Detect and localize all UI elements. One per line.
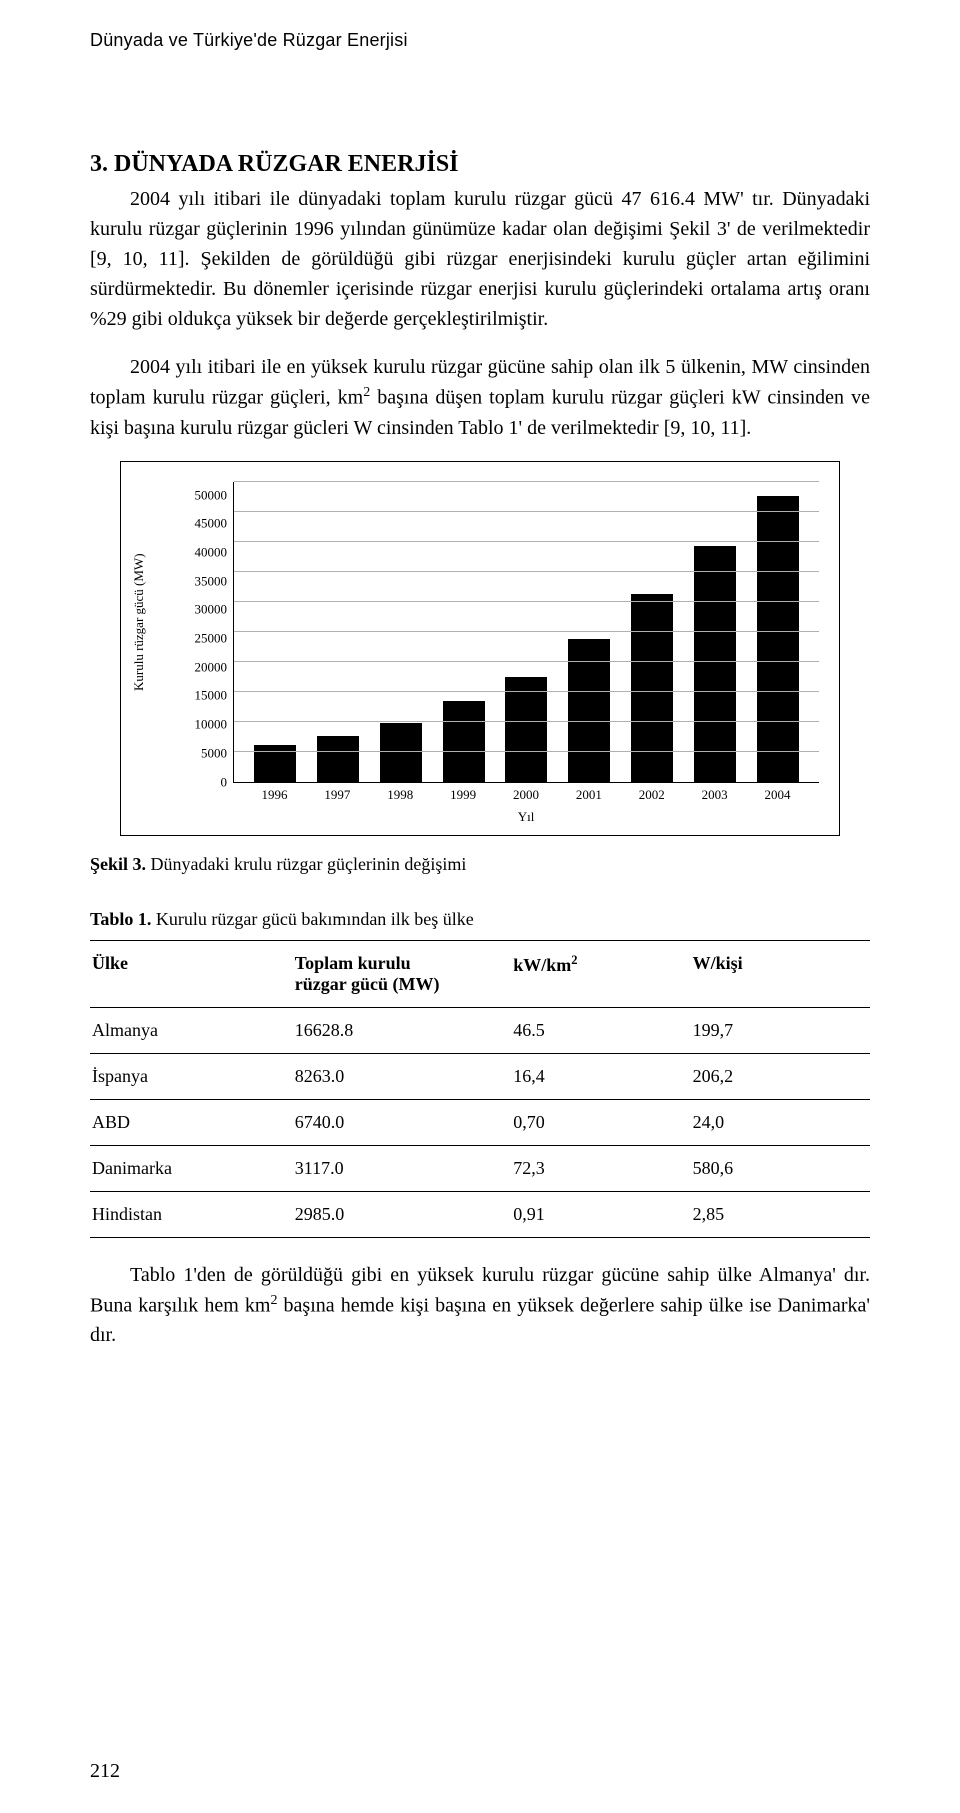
table-cell: 6740.0 bbox=[293, 1099, 511, 1145]
table-row: İspanya8263.016,4206,2 bbox=[90, 1053, 870, 1099]
bar bbox=[443, 701, 485, 781]
table-cell: 199,7 bbox=[691, 1007, 870, 1053]
chart-container: Kurulu rüzgar gücü (MW) 0 5000 10000 15000 2… bbox=[120, 461, 840, 836]
y-tick: 30000 bbox=[181, 603, 227, 616]
table-cell: 24,0 bbox=[691, 1099, 870, 1145]
x-tick: 2001 bbox=[568, 787, 610, 803]
table-cell: 2985.0 bbox=[293, 1191, 511, 1237]
grid-line bbox=[234, 571, 819, 572]
bar bbox=[380, 723, 422, 782]
x-ticks: 1996 1997 1998 1999 2000 2001 2002 2003 2004 bbox=[233, 783, 819, 803]
x-tick: 2004 bbox=[756, 787, 798, 803]
table-cell: 206,2 bbox=[691, 1053, 870, 1099]
section-title: 3. DÜNYADA RÜZGAR ENERJİSİ bbox=[90, 151, 870, 178]
y-tick: 20000 bbox=[181, 660, 227, 673]
y-tick: 35000 bbox=[181, 574, 227, 587]
x-tick: 2000 bbox=[505, 787, 547, 803]
grid-line bbox=[234, 661, 819, 662]
y-tick: 0 bbox=[181, 775, 227, 788]
bars bbox=[234, 482, 819, 782]
y-tick: 10000 bbox=[181, 718, 227, 731]
table-cell: 0,91 bbox=[511, 1191, 690, 1237]
y-tick: 45000 bbox=[181, 517, 227, 530]
table-cell: 8263.0 bbox=[293, 1053, 511, 1099]
table-row: Almanya16628.846.5199,7 bbox=[90, 1007, 870, 1053]
table-cell: 16628.8 bbox=[293, 1007, 511, 1053]
grid-line bbox=[234, 751, 819, 752]
table-row: Hindistan2985.00,912,85 bbox=[90, 1191, 870, 1237]
col-ulke: Ülke bbox=[90, 940, 293, 1007]
table-cell: 580,6 bbox=[691, 1145, 870, 1191]
x-tick: 1999 bbox=[442, 787, 484, 803]
paragraph-3: Tablo 1'den de görüldüğü gibi en yüksek … bbox=[90, 1260, 870, 1351]
table-cell: 46.5 bbox=[511, 1007, 690, 1053]
table-cell: 2,85 bbox=[691, 1191, 870, 1237]
x-tick: 2002 bbox=[631, 787, 673, 803]
y-axis-label: Kurulu rüzgar gücü (MW) bbox=[131, 522, 147, 722]
col-wkisi: W/kişi bbox=[691, 940, 870, 1007]
paragraph-1: 2004 yılı itibari ile dünyadaki toplam k… bbox=[90, 184, 870, 334]
bar bbox=[757, 496, 799, 782]
grid-line bbox=[234, 541, 819, 542]
table-caption-label: Tablo 1. bbox=[90, 909, 151, 929]
x-tick: 2003 bbox=[694, 787, 736, 803]
col-kwkm2-sup: 2 bbox=[571, 953, 577, 967]
table-cell: 3117.0 bbox=[293, 1145, 511, 1191]
col-toplam-l1: Toplam kurulu bbox=[295, 953, 411, 973]
table-cell: ABD bbox=[90, 1099, 293, 1145]
y-tick: 50000 bbox=[181, 488, 227, 501]
table-row: Danimarka3117.072,3580,6 bbox=[90, 1145, 870, 1191]
col-toplam: Toplam kurulu rüzgar gücü (MW) bbox=[293, 940, 511, 1007]
col-kwkm2-pre: kW/km bbox=[513, 955, 571, 975]
x-axis-label: Yıl bbox=[233, 809, 819, 825]
grid-line bbox=[234, 481, 819, 482]
col-kwkm2: kW/km2 bbox=[511, 940, 690, 1007]
para-1a: 2004 yılı itibari ile dünyadaki toplam k… bbox=[90, 188, 870, 330]
y-ticks: 0500010000150002000025000300003500040000… bbox=[181, 482, 233, 782]
grid-line bbox=[234, 601, 819, 602]
bar bbox=[317, 736, 359, 782]
y-tick: 25000 bbox=[181, 632, 227, 645]
table-cell: 16,4 bbox=[511, 1053, 690, 1099]
bar bbox=[694, 546, 736, 782]
data-table: Ülke Toplam kurulu rüzgar gücü (MW) kW/k… bbox=[90, 940, 870, 1238]
grid-line bbox=[234, 721, 819, 722]
x-tick: 1996 bbox=[253, 787, 295, 803]
page-number: 212 bbox=[90, 1760, 120, 1783]
y-tick: 15000 bbox=[181, 689, 227, 702]
table-row: ABD6740.00,7024,0 bbox=[90, 1099, 870, 1145]
table-caption-text: Kurulu rüzgar gücü bakımından ilk beş ül… bbox=[151, 909, 473, 929]
figure-caption-label: Şekil 3. bbox=[90, 854, 146, 874]
x-tick: 1998 bbox=[379, 787, 421, 803]
x-tick: 1997 bbox=[316, 787, 358, 803]
table-header-row: Ülke Toplam kurulu rüzgar gücü (MW) kW/k… bbox=[90, 940, 870, 1007]
bar bbox=[505, 677, 547, 781]
table-cell: Danimarka bbox=[90, 1145, 293, 1191]
table-cell: İspanya bbox=[90, 1053, 293, 1099]
plot-area bbox=[233, 482, 819, 783]
paragraph-2: 2004 yılı itibari ile en yüksek kurulu r… bbox=[90, 352, 870, 443]
grid-line bbox=[234, 631, 819, 632]
figure-caption: Şekil 3. Dünyadaki krulu rüzgar güçlerin… bbox=[90, 854, 870, 875]
figure-caption-text: Dünyadaki krulu rüzgar güçlerinin değişi… bbox=[146, 854, 466, 874]
running-header: Dünyada ve Türkiye'de Rüzgar Enerjisi bbox=[90, 30, 870, 51]
table-caption: Tablo 1. Kurulu rüzgar gücü bakımından i… bbox=[90, 909, 870, 930]
grid-line bbox=[234, 511, 819, 512]
y-tick: 5000 bbox=[181, 746, 227, 759]
bar bbox=[631, 594, 673, 781]
y-tick: 40000 bbox=[181, 546, 227, 559]
table-cell: Almanya bbox=[90, 1007, 293, 1053]
grid-line bbox=[234, 691, 819, 692]
table-cell: 72,3 bbox=[511, 1145, 690, 1191]
table-cell: 0,70 bbox=[511, 1099, 690, 1145]
col-toplam-l2: rüzgar gücü (MW) bbox=[295, 974, 440, 994]
table-cell: Hindistan bbox=[90, 1191, 293, 1237]
